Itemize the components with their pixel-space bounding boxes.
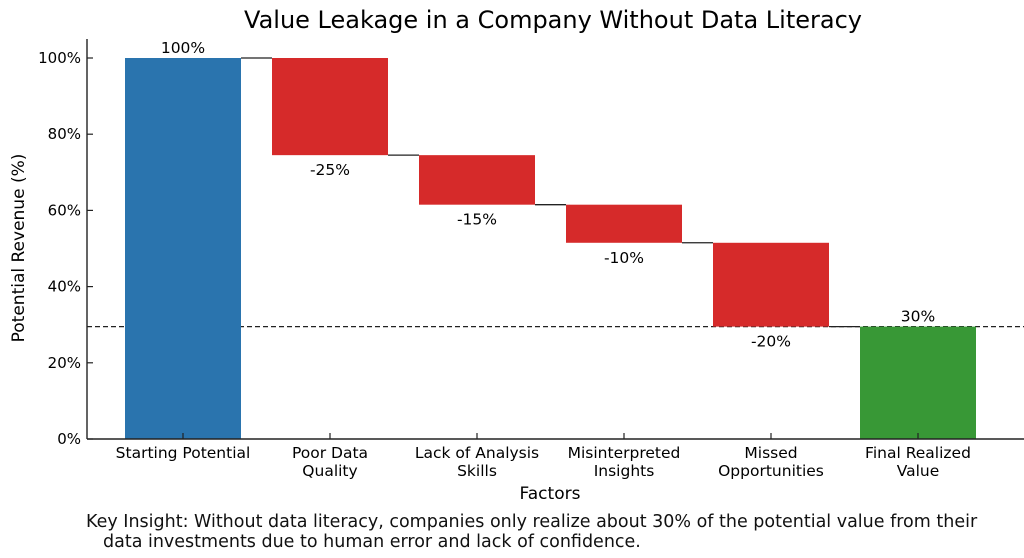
y-tick-label-1: 20% xyxy=(48,354,81,372)
x-axis-label: Factors xyxy=(520,484,581,504)
waterfall-chart: Value Leakage in a Company Without Data … xyxy=(9,6,1024,504)
key-insight-line-2: data investments due to human error and … xyxy=(103,532,641,552)
key-insight-annotation: Key Insight: Without data literacy, comp… xyxy=(86,512,1024,552)
data-label-0: 100% xyxy=(161,39,205,57)
data-label-5: 30% xyxy=(901,308,935,326)
bar-0 xyxy=(125,58,241,439)
key-insight-line-1: Key Insight: Without data literacy, comp… xyxy=(86,512,978,532)
bar-3 xyxy=(566,204,682,243)
data-label-2: -15% xyxy=(457,211,497,229)
bar-4 xyxy=(713,242,829,327)
x-tick-label-5-0: Final Realized xyxy=(865,444,971,462)
y-tick-label-0: 0% xyxy=(57,430,81,448)
bar-5 xyxy=(860,326,976,439)
x-tick-label-1-0: Poor Data xyxy=(292,444,368,462)
y-tick-label-3: 60% xyxy=(48,201,81,219)
x-tick-label-2-1: Skills xyxy=(457,462,497,480)
x-tick-label-1-1: Quality xyxy=(302,462,357,480)
data-label-4: -20% xyxy=(751,333,791,351)
x-tick-label-0-0: Starting Potential xyxy=(116,444,251,462)
data-label-1: -25% xyxy=(310,161,350,179)
y-tick-label-4: 80% xyxy=(48,125,81,143)
x-tick-label-4-1: Opportunities xyxy=(718,462,824,480)
bar-2 xyxy=(419,155,535,205)
bar-1 xyxy=(272,58,388,156)
data-label-3: -10% xyxy=(604,249,644,267)
plot-area: 100% Starting Potential -25% Poor DataQuali… xyxy=(38,38,1024,480)
y-tick-label-5: 100% xyxy=(38,49,81,67)
chart-title: Value Leakage in a Company Without Data … xyxy=(244,6,862,34)
x-tick-label-4-0: Missed xyxy=(744,444,797,462)
y-axis-label: Potential Revenue (%) xyxy=(9,154,29,343)
x-tick-label-5-1: Value xyxy=(897,462,940,480)
y-tick-label-2: 40% xyxy=(48,278,81,296)
x-tick-label-3-1: Insights xyxy=(594,462,655,480)
x-tick-label-2-0: Lack of Analysis xyxy=(415,444,539,462)
x-tick-label-3-0: Misinterpreted xyxy=(568,444,681,462)
